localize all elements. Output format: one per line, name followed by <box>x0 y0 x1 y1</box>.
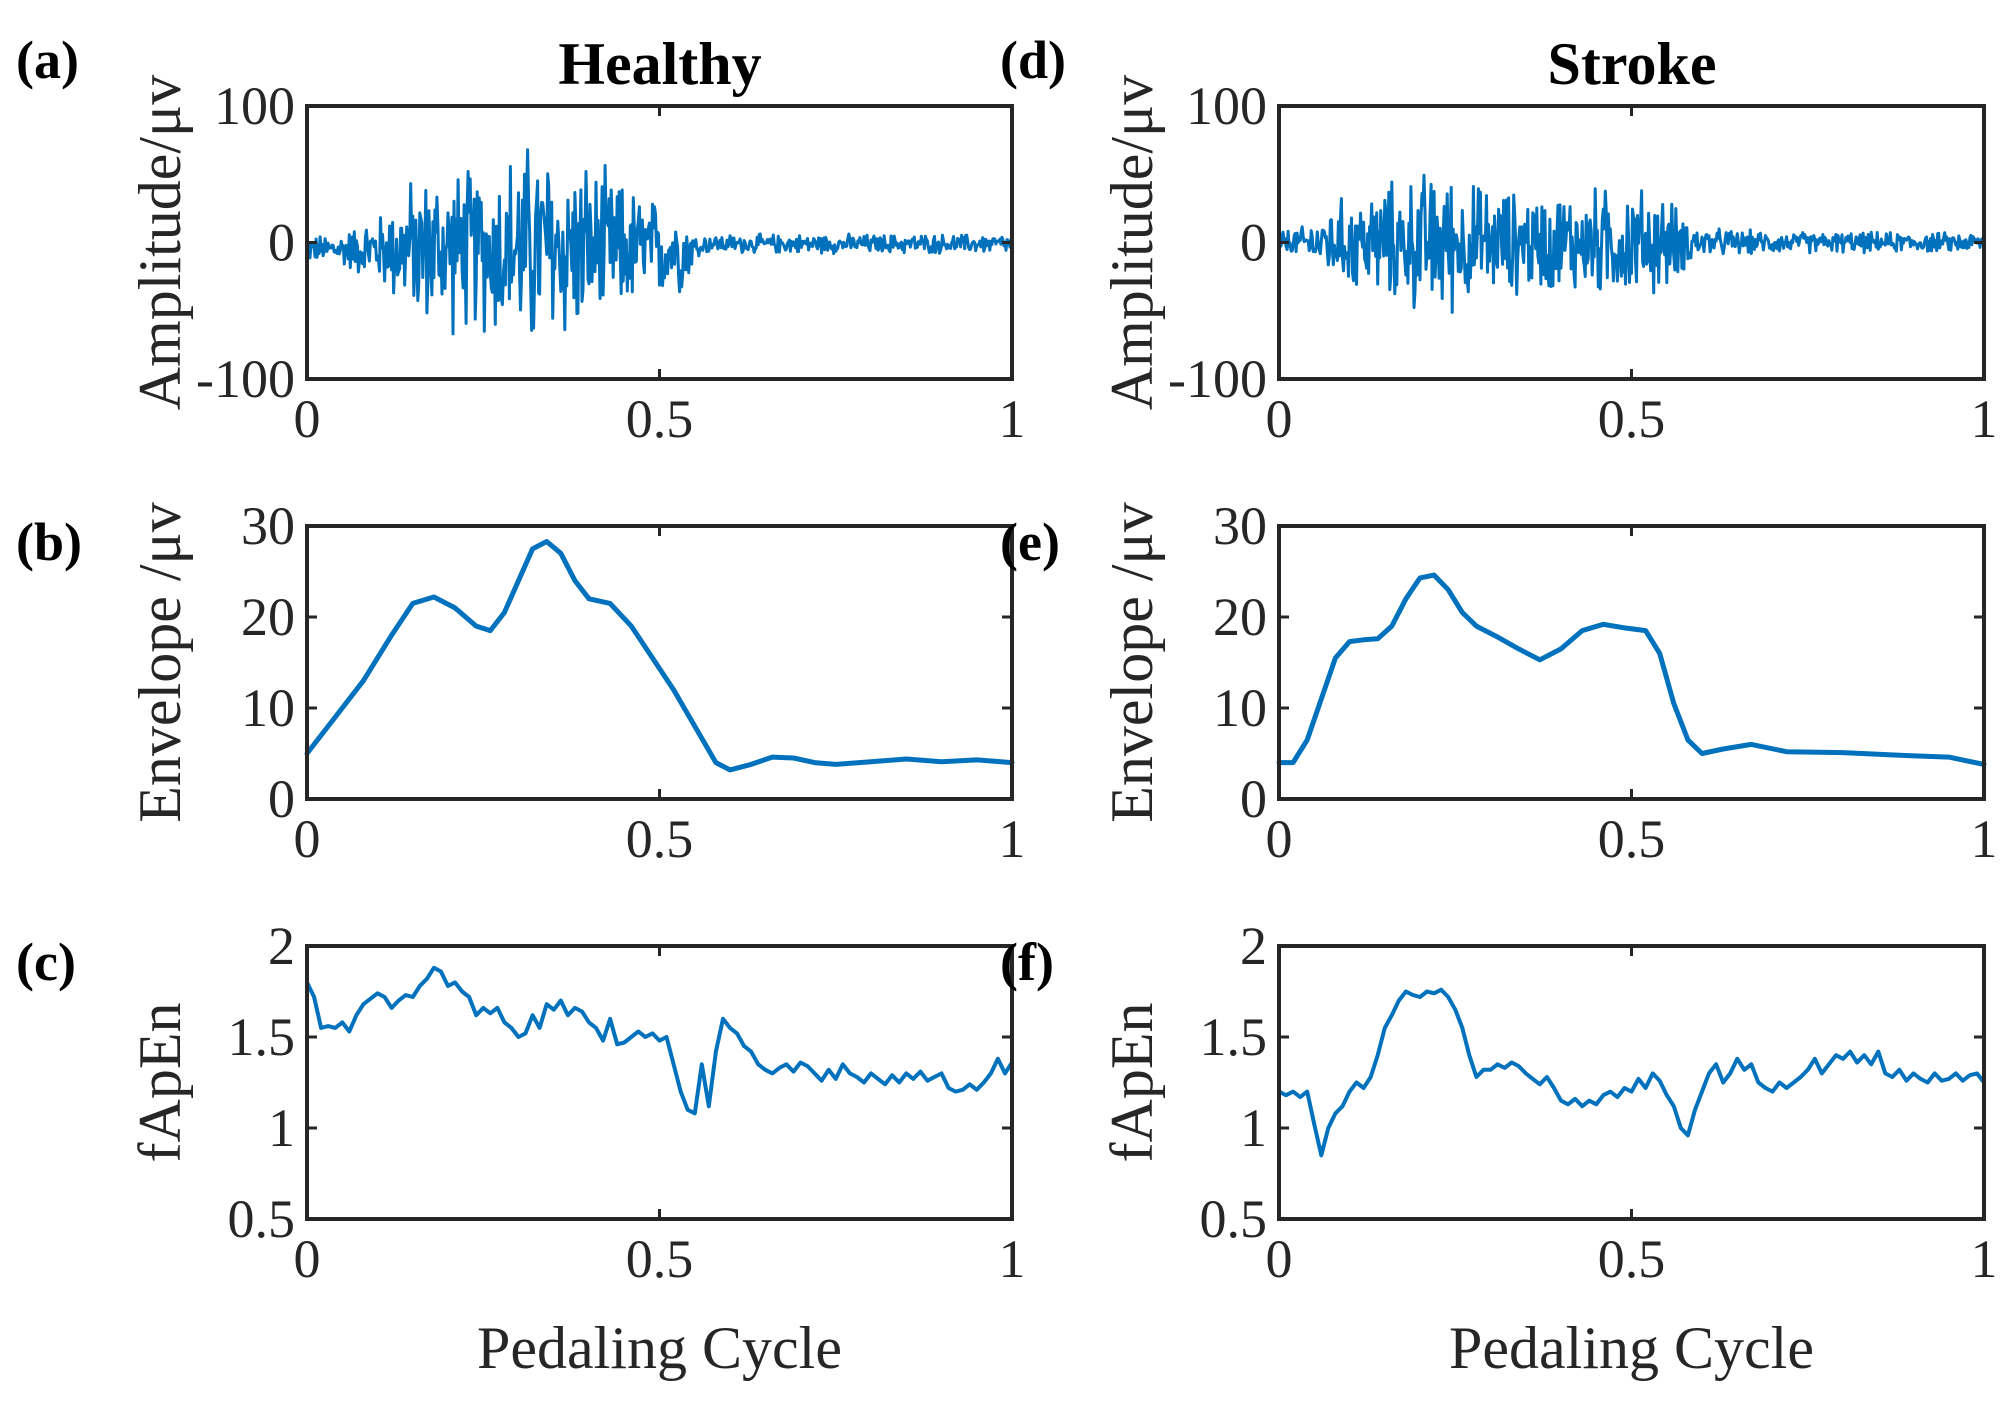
ytick-label-b-2: 20 <box>241 587 295 647</box>
column-title-healthy: Healthy <box>558 31 761 97</box>
series-line-f <box>1277 987 1986 1158</box>
ytick-label-e-0: 0 <box>1240 769 1267 829</box>
ytick-label-f-2: 1.5 <box>1200 1007 1268 1067</box>
xtick-label-c-1: 0.5 <box>626 1229 694 1289</box>
ytick-label-b-1: 10 <box>241 678 295 738</box>
ytick-label-e-1: 10 <box>1213 678 1267 738</box>
ytick-label-c-3: 2 <box>268 916 295 976</box>
ylabel-e: Envelope /μv <box>1099 502 1165 822</box>
axes-box-c <box>305 944 1014 1221</box>
ytick-label-e-3: 30 <box>1213 496 1267 556</box>
column-title-stroke: Stroke <box>1548 31 1717 97</box>
xtick-label-b-2: 1 <box>999 809 1026 869</box>
xtick-label-a-2: 1 <box>999 389 1026 449</box>
ytick-label-d-1: 0 <box>1240 213 1267 273</box>
ylabel-d: Amplitude/μv <box>1099 75 1165 410</box>
ylabel-c: fApEn <box>127 1003 193 1163</box>
ytick-label-d-0: -100 <box>1168 349 1267 409</box>
ylabel-b: Envelope /μv <box>127 502 193 822</box>
ytick-label-f-3: 2 <box>1240 916 1267 976</box>
series-line-c <box>305 965 1014 1116</box>
axes-box-f <box>1277 944 1986 1221</box>
ytick-label-c-0: 0.5 <box>228 1189 296 1249</box>
ytick-label-d-2: 100 <box>1186 76 1267 136</box>
ytick-label-b-0: 0 <box>268 769 295 829</box>
xtick-label-f-2: 1 <box>1971 1229 1998 1289</box>
ytick-label-a-0: -100 <box>196 349 295 409</box>
xtick-label-d-0: 0 <box>1266 389 1293 449</box>
ytick-label-f-1: 1 <box>1240 1098 1267 1158</box>
axes-box-e <box>1277 524 1986 801</box>
ytick-label-e-2: 20 <box>1213 587 1267 647</box>
panel-label-d: (d) <box>1000 30 1066 90</box>
ytick-label-c-2: 1.5 <box>228 1007 296 1067</box>
panel-label-a: (a) <box>16 30 79 90</box>
series-line-e <box>1276 572 1987 767</box>
xtick-label-b-0: 0 <box>294 809 321 869</box>
panel-label-c: (c) <box>16 932 76 992</box>
xtick-label-a-1: 0.5 <box>626 389 694 449</box>
xtick-label-a-0: 0 <box>294 389 321 449</box>
panel-label-e: (e) <box>1000 512 1060 572</box>
ylabel-f: fApEn <box>1099 1003 1165 1163</box>
xtick-label-c-0: 0 <box>294 1229 321 1289</box>
xtick-label-c-2: 1 <box>999 1229 1026 1289</box>
ytick-label-a-2: 100 <box>214 76 295 136</box>
xtick-label-e-1: 0.5 <box>1598 809 1666 869</box>
xtick-label-b-1: 0.5 <box>626 809 694 869</box>
ytick-label-b-3: 30 <box>241 496 295 556</box>
xtick-label-d-1: 0.5 <box>1598 389 1666 449</box>
panel-label-b: (b) <box>16 512 82 572</box>
xtick-label-f-1: 0.5 <box>1598 1229 1666 1289</box>
ytick-label-c-1: 1 <box>268 1098 295 1158</box>
xlabel-f: Pedaling Cycle <box>1449 1315 1814 1381</box>
ylabel-a: Amplitude/μv <box>127 75 193 410</box>
series-line-a <box>305 148 1014 336</box>
series-line-d <box>1277 173 1986 314</box>
series-line-b <box>304 539 1015 773</box>
xtick-label-f-0: 0 <box>1266 1229 1293 1289</box>
ytick-label-f-0: 0.5 <box>1200 1189 1268 1249</box>
xtick-label-d-2: 1 <box>1971 389 1998 449</box>
panel-label-f: (f) <box>1000 932 1054 992</box>
ytick-label-a-1: 0 <box>268 213 295 273</box>
xlabel-c: Pedaling Cycle <box>477 1315 842 1381</box>
xtick-label-e-0: 0 <box>1266 809 1293 869</box>
xtick-label-e-2: 1 <box>1971 809 1998 869</box>
